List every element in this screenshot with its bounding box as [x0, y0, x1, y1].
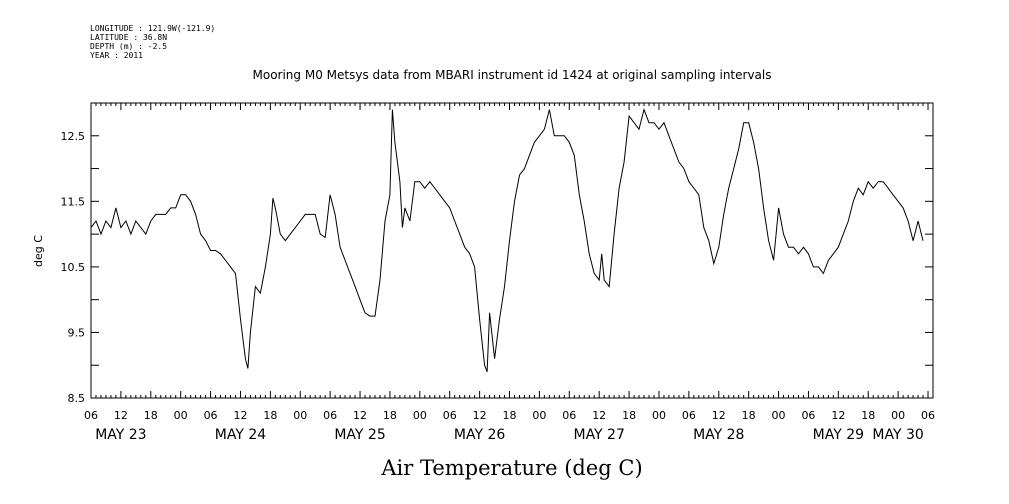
metadata-latitude: LATITUDE : 36.8N — [90, 33, 167, 42]
axis-ticks — [90, 102, 934, 399]
y-tick-labels: 8.5 9.5 10.5 11.5 12.5 — [61, 130, 86, 405]
x-tick-label: 06 — [323, 409, 337, 422]
y-tick-label: 8.5 — [68, 392, 86, 405]
y-tick-label: 10.5 — [61, 261, 86, 274]
x-tick-label: 18 — [383, 409, 397, 422]
x-tick-label: 00 — [174, 409, 188, 422]
series-line — [90, 107, 924, 372]
x-day-label: MAY 29 — [813, 427, 864, 443]
x-day-label: MAY 25 — [334, 427, 385, 443]
x-tick-label: 00 — [891, 409, 905, 422]
metadata-longitude: LONGITUDE : 121.9W(-121.9) — [90, 24, 215, 33]
x-tick-label: 18 — [144, 409, 158, 422]
chart-title: Mooring M0 Metsys data from MBARI instru… — [253, 68, 772, 82]
x-tick-label: 06 — [801, 409, 815, 422]
x-tick-label: 06 — [204, 409, 218, 422]
x-day-label: MAY 30 — [872, 427, 923, 443]
y-axis-label: deg C — [32, 235, 45, 267]
x-day-label: MAY 24 — [215, 427, 266, 443]
x-tick-label: 18 — [622, 409, 636, 422]
x-day-label: MAY 26 — [454, 427, 505, 443]
x-tick-label: 00 — [413, 409, 427, 422]
x-tick-label: 12 — [592, 409, 606, 422]
x-tick-label: 00 — [293, 409, 307, 422]
metadata-block: LONGITUDE : 121.9W(-121.9) LATITUDE : 36… — [90, 24, 215, 60]
x-day-label: MAY 28 — [693, 427, 744, 443]
y-tick-label: 11.5 — [61, 195, 86, 208]
x-tick-labels: 06 12 18 00 06 12 18 00 06 12 18 00 06 12 18 00 06 12 18 00… — [84, 409, 935, 422]
x-tick-label: 18 — [263, 409, 277, 422]
x-tick-label: 12 — [712, 409, 726, 422]
y-tick-label: 9.5 — [68, 326, 86, 339]
x-tick-label: 06 — [84, 409, 98, 422]
x-day-label: MAY 27 — [573, 427, 624, 443]
x-tick-label: 12 — [831, 409, 845, 422]
y-tick-label: 12.5 — [61, 130, 86, 143]
x-axis-label: Air Temperature (deg C) — [380, 456, 642, 480]
x-day-labels: MAY 23 MAY 24 MAY 25 MAY 26 MAY 27 MAY 28 MAY … — [95, 427, 924, 443]
x-tick-label: 18 — [503, 409, 517, 422]
x-tick-label: 00 — [652, 409, 666, 422]
x-tick-label: 12 — [114, 409, 128, 422]
x-tick-label: 00 — [532, 409, 546, 422]
x-tick-label: 06 — [562, 409, 576, 422]
x-day-label: MAY 23 — [95, 427, 146, 443]
x-tick-label: 06 — [682, 409, 696, 422]
metadata-year: YEAR : 2011 — [90, 51, 143, 60]
x-tick-label: 06 — [921, 409, 935, 422]
x-tick-label: 12 — [233, 409, 247, 422]
x-tick-label: 12 — [353, 409, 367, 422]
plot-frame — [90, 102, 934, 399]
x-tick-label: 00 — [772, 409, 786, 422]
metadata-depth: DEPTH (m) : -2.5 — [90, 42, 167, 51]
x-tick-label: 06 — [443, 409, 457, 422]
x-tick-label: 18 — [861, 409, 875, 422]
x-tick-label: 18 — [742, 409, 756, 422]
x-tick-label: 12 — [473, 409, 487, 422]
